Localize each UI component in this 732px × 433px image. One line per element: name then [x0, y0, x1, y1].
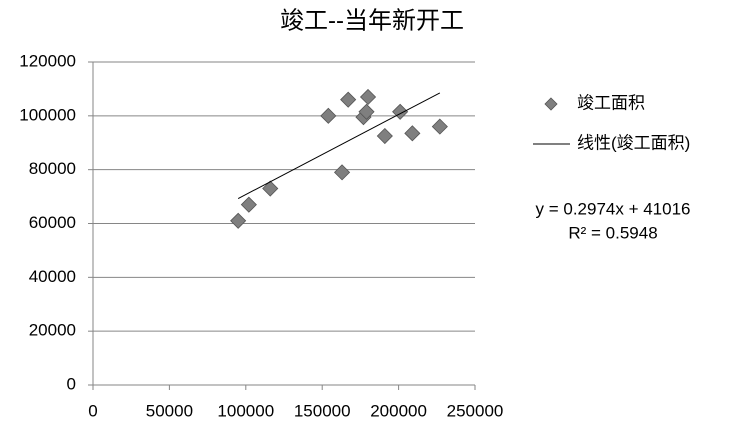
y-tick-label: 100000 — [19, 105, 76, 124]
y-tick-label: 40000 — [29, 267, 76, 286]
point — [333, 164, 351, 181]
y-tick-label: 120000 — [19, 51, 76, 70]
point — [431, 118, 448, 135]
point — [230, 212, 247, 229]
point — [358, 103, 375, 120]
point — [240, 196, 257, 213]
legend-label: 竣工面积 — [577, 93, 645, 112]
x-tick-label: 50000 — [146, 401, 193, 420]
legend-marker — [544, 97, 558, 111]
point — [392, 103, 409, 120]
chart-title: 竣工--当年新开工 — [280, 7, 464, 34]
point — [404, 125, 421, 142]
y-tick-label: 20000 — [29, 321, 76, 340]
point — [359, 88, 377, 106]
legend-label: 线性(竣工面积) — [577, 133, 690, 152]
r-squared: R² = 0.5948 — [568, 223, 657, 242]
x-tick-label: 150000 — [294, 401, 351, 420]
y-tick-label: 80000 — [29, 159, 76, 178]
x-tick-label: 250000 — [447, 401, 504, 420]
trend-equation: y = 0.2974x + 41016 — [535, 199, 690, 218]
point — [320, 107, 337, 124]
trend-line — [237, 92, 441, 199]
y-tick-label: 60000 — [29, 213, 76, 232]
point — [376, 127, 393, 145]
x-tick-label: 0 — [88, 401, 97, 420]
x-tick-label: 100000 — [217, 401, 274, 420]
x-tick-label: 200000 — [370, 401, 427, 420]
point — [340, 91, 357, 108]
point — [262, 180, 279, 197]
y-tick-label: 0 — [67, 374, 76, 393]
